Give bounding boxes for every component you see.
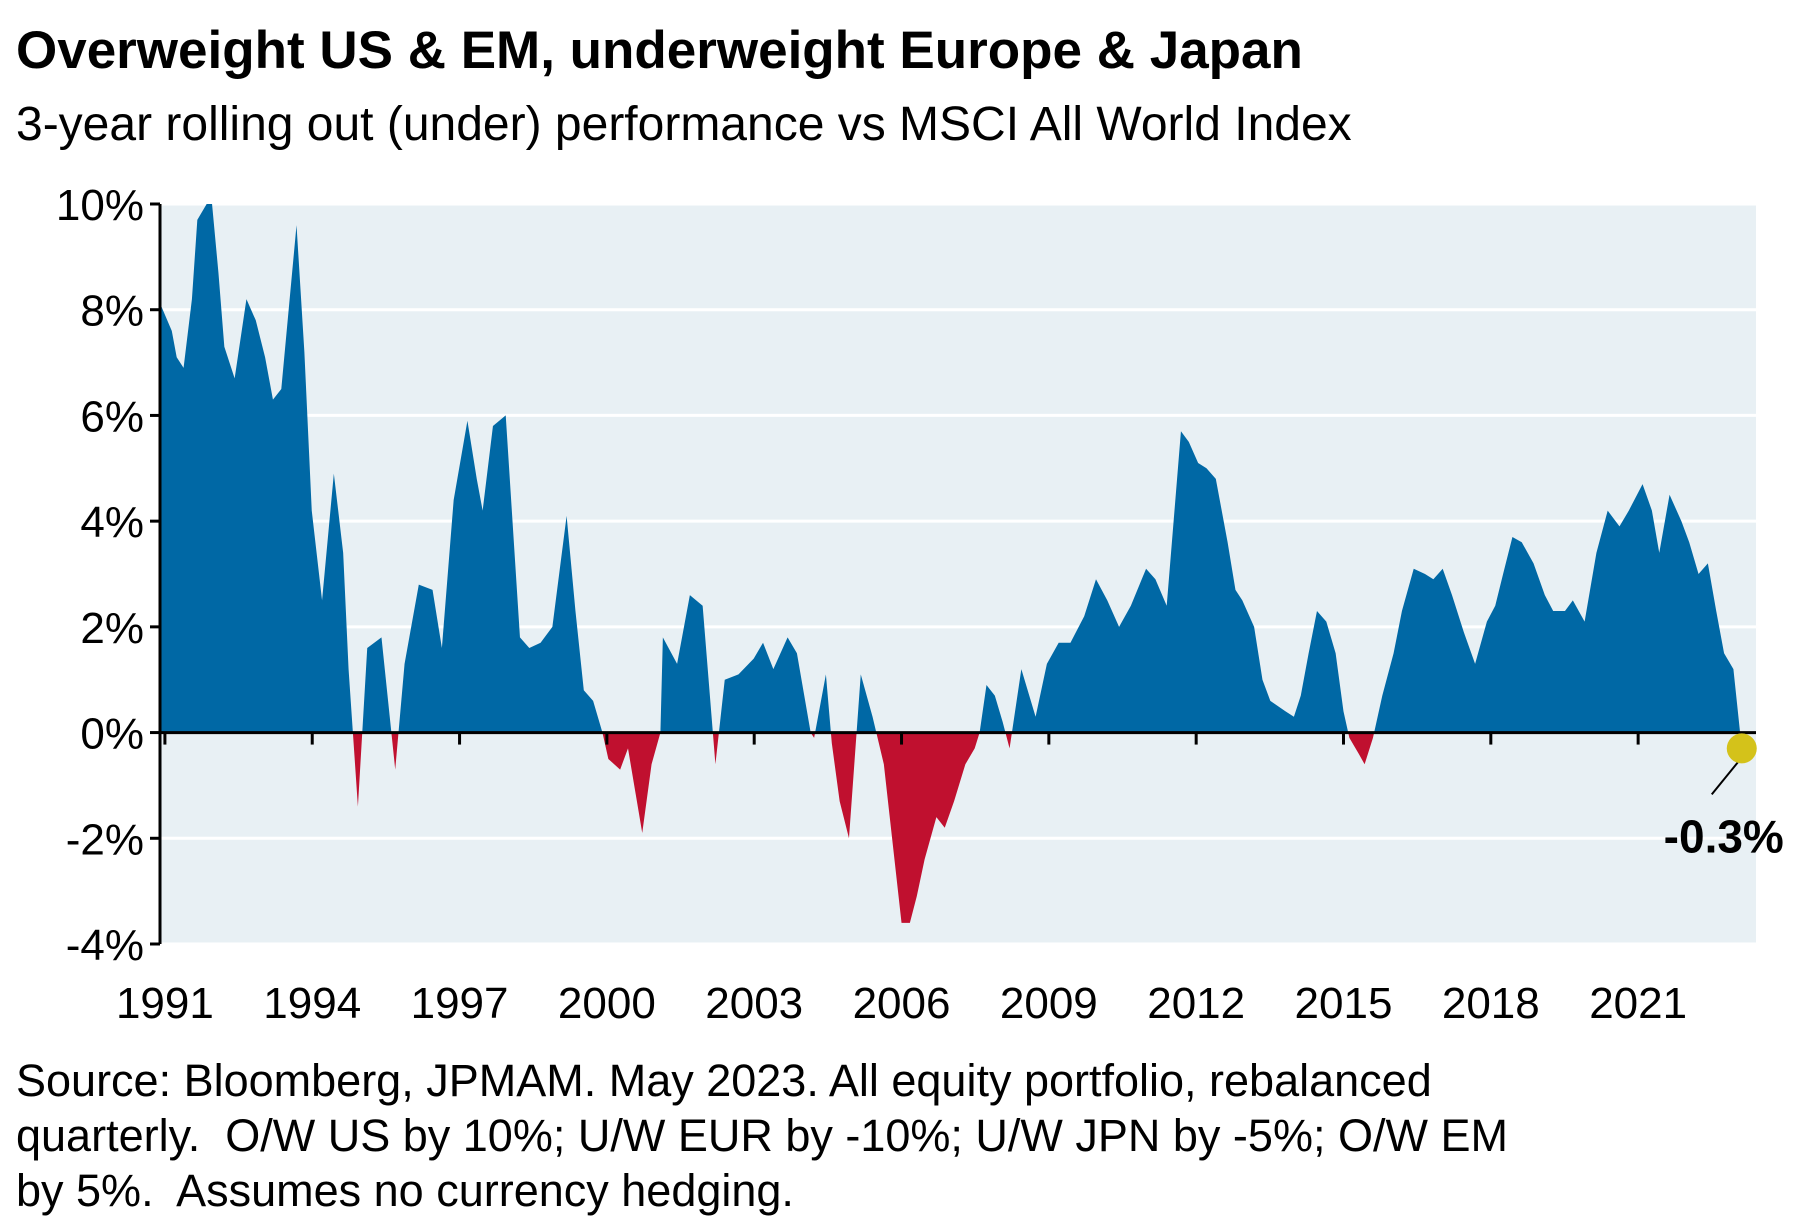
x-tick-label: 2009 bbox=[1000, 979, 1098, 1028]
x-tick-label: 2021 bbox=[1589, 979, 1687, 1028]
y-tick-label: 0% bbox=[80, 710, 144, 759]
x-tick-label: 1997 bbox=[411, 979, 509, 1028]
x-tick-label: 2015 bbox=[1295, 979, 1393, 1028]
x-tick-label: 2012 bbox=[1147, 979, 1245, 1028]
x-tick-label: 2018 bbox=[1442, 979, 1540, 1028]
end-marker bbox=[1726, 733, 1757, 764]
source-note: by 5%. Assumes no currency hedging. bbox=[16, 1165, 794, 1216]
chart-title: Overweight US & EM, underweight Europe &… bbox=[16, 21, 1303, 80]
y-tick-label: 6% bbox=[80, 392, 144, 441]
chart-subtitle: 3-year rolling out (under) performance v… bbox=[16, 98, 1352, 151]
x-tick-label: 1994 bbox=[263, 979, 361, 1028]
x-tick-label: 2003 bbox=[705, 979, 803, 1028]
leader-line bbox=[1710, 761, 1739, 796]
x-tick-label: 2006 bbox=[853, 979, 951, 1028]
x-tick-label: 2000 bbox=[558, 979, 656, 1028]
source-note: quarterly. O/W US by 10%; U/W EUR by -10… bbox=[16, 1110, 1508, 1161]
source-note: Source: Bloomberg, JPMAM. May 2023. All … bbox=[16, 1055, 1432, 1106]
y-tick-label: 4% bbox=[80, 498, 144, 547]
x-tick-label: 1991 bbox=[116, 979, 214, 1028]
y-tick-label: 2% bbox=[80, 604, 144, 653]
positive-area bbox=[160, 204, 1742, 733]
end-label: -0.3% bbox=[1664, 810, 1784, 862]
y-tick-label: -4% bbox=[66, 921, 144, 970]
plot-background bbox=[160, 204, 1756, 944]
y-tick-label: -2% bbox=[66, 815, 144, 864]
y-tick-label: 10% bbox=[56, 181, 144, 230]
y-tick-label: 8% bbox=[80, 287, 144, 336]
